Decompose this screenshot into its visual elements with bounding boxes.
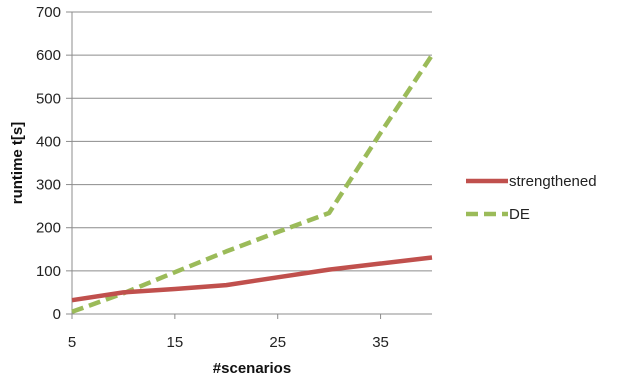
series-lines <box>71 53 434 314</box>
x-tick-labels: 5 15 25 35 <box>68 314 389 351</box>
gridlines <box>72 11 432 272</box>
y-tick-label: 500 <box>36 90 61 107</box>
y-tick-label: 0 <box>53 306 61 323</box>
series-line-strengthened <box>71 255 433 303</box>
y-tick-label: 100 <box>36 263 61 280</box>
x-tick-label: 35 <box>372 334 389 351</box>
y-tick-labels: 0 100 200 300 400 500 600 700 <box>36 4 72 323</box>
y-tick-label: 300 <box>36 177 61 194</box>
y-axis-title: runtime t[s] <box>9 122 26 205</box>
x-tick-label: 15 <box>167 334 184 351</box>
x-axis-title: #scenarios <box>213 360 291 377</box>
y-tick-label: 700 <box>36 4 61 21</box>
axes <box>71 12 432 315</box>
y-tick-label: 200 <box>36 220 61 237</box>
y-tick-label: 400 <box>36 133 61 150</box>
x-tick-label: 25 <box>269 334 286 351</box>
legend-label-de: DE <box>509 206 530 223</box>
legend-label-strengthened: strengthened <box>509 173 597 190</box>
legend: strengthened DE <box>466 173 597 223</box>
y-tick-label: 600 <box>36 47 61 64</box>
x-tick-label: 5 <box>68 334 76 351</box>
series-line-de <box>71 53 434 314</box>
